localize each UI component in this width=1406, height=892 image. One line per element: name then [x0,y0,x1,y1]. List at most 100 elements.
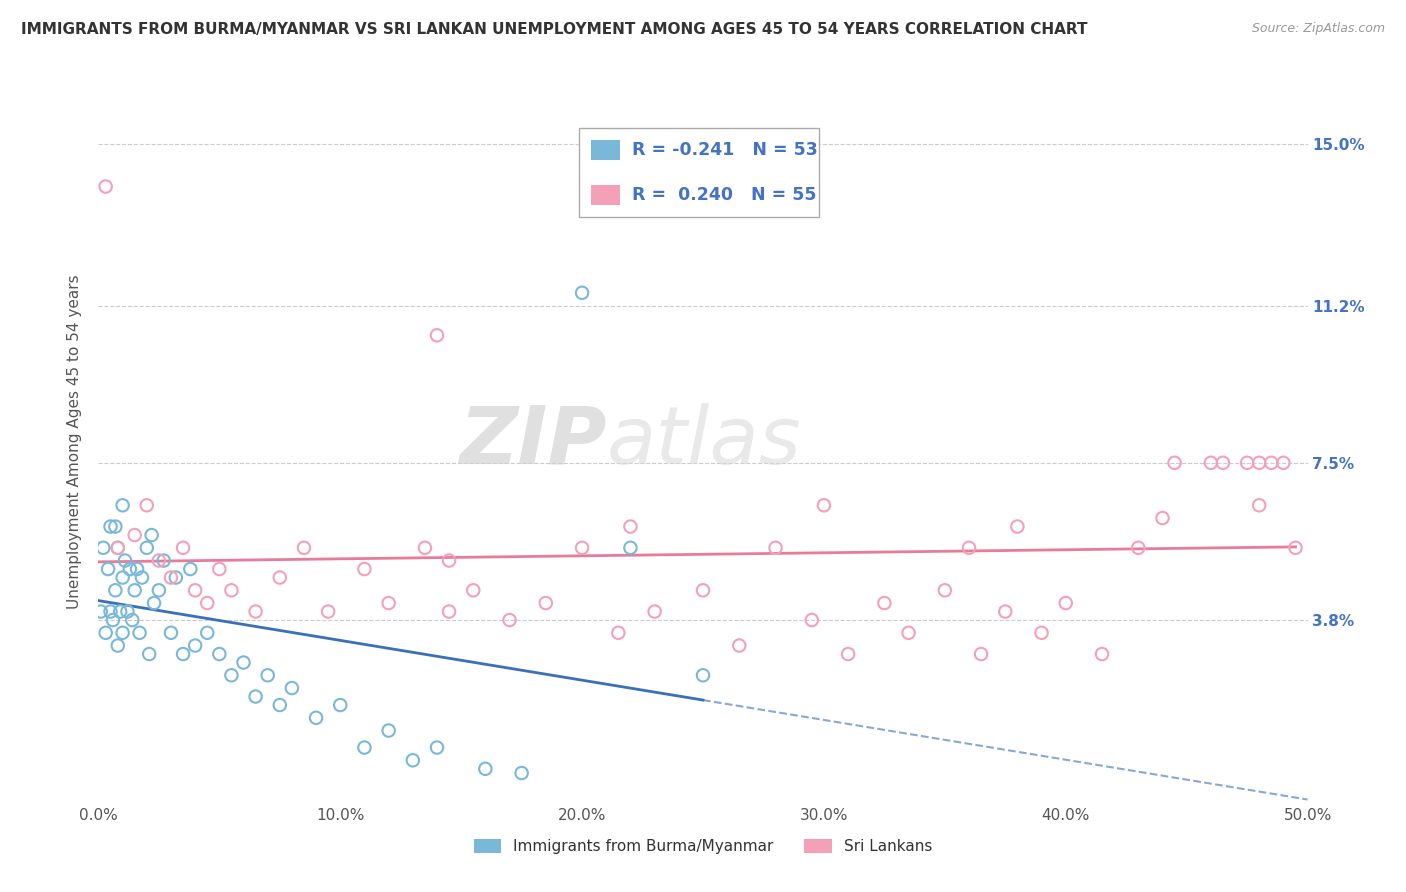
Text: ZIP: ZIP [458,402,606,481]
Point [281,681,304,695]
Point [114,553,136,567]
Point [135,541,157,555]
Point [1163,456,1185,470]
Text: atlas: atlas [606,402,801,481]
Point [221,668,243,682]
Point [571,285,593,300]
Point [1249,498,1271,512]
Point [221,583,243,598]
Point [90,605,112,619]
Point [143,596,166,610]
Point [292,541,315,555]
Point [1212,456,1234,470]
Point [329,698,352,712]
Point [897,625,920,640]
Point [101,613,124,627]
Point [873,596,896,610]
Point [94,625,117,640]
Point [510,766,533,780]
Point [245,605,267,619]
Text: R =  0.240   N = 55: R = 0.240 N = 55 [631,186,815,203]
Point [104,583,127,598]
Point [179,562,201,576]
Point [127,562,149,576]
Point [184,583,207,598]
Point [1091,647,1114,661]
Point [498,613,520,627]
Point [124,528,146,542]
Point [644,605,666,619]
Y-axis label: Unemployment Among Ages 45 to 54 years: Unemployment Among Ages 45 to 54 years [67,274,83,609]
Point [117,605,139,619]
Point [1236,456,1258,470]
Point [160,570,183,584]
Point [256,668,278,682]
Point [121,613,143,627]
Point [534,596,557,610]
Point [172,647,194,661]
Point [141,528,163,542]
Point [1054,596,1077,610]
Text: IMMIGRANTS FROM BURMA/MYANMAR VS SRI LANKAN UNEMPLOYMENT AMONG AGES 45 TO 54 YEA: IMMIGRANTS FROM BURMA/MYANMAR VS SRI LAN… [21,22,1088,37]
Point [692,668,714,682]
Point [97,562,120,576]
Point [1272,456,1295,470]
Point [305,711,328,725]
Point [107,541,129,555]
Point [111,625,134,640]
Text: R = -0.241   N = 53: R = -0.241 N = 53 [631,141,817,159]
Point [970,647,993,661]
Point [108,605,131,619]
Point [837,647,859,661]
Point [377,723,399,738]
Point [353,740,375,755]
Point [138,647,160,661]
Point [104,519,127,533]
Legend: Immigrants from Burma/Myanmar, Sri Lankans: Immigrants from Burma/Myanmar, Sri Lanka… [468,833,938,860]
Point [800,613,823,627]
Point [813,498,835,512]
Point [232,656,254,670]
Point [107,639,129,653]
Point [1260,456,1282,470]
Point [245,690,267,704]
Point [437,553,460,567]
Point [208,562,231,576]
Point [463,583,485,598]
Point [377,596,399,610]
Point [437,605,460,619]
Point [413,541,436,555]
Point [994,605,1017,619]
Point [195,625,218,640]
Point [111,570,134,584]
Point [165,570,187,584]
Text: Source: ZipAtlas.com: Source: ZipAtlas.com [1251,22,1385,36]
Point [172,541,194,555]
Point [1128,541,1150,555]
Point [152,553,174,567]
Point [94,179,117,194]
Point [402,753,425,767]
Point [1199,456,1222,470]
Point [195,596,218,610]
Point [1031,625,1053,640]
Point [131,570,153,584]
Point [100,519,122,533]
Point [111,498,134,512]
Point [118,562,141,576]
Point [957,541,980,555]
Point [1007,519,1029,533]
Point [426,740,449,755]
Point [148,553,170,567]
Point [91,541,114,555]
Point [135,498,157,512]
Point [269,698,291,712]
Point [1284,541,1306,555]
Point [353,562,375,576]
Point [607,625,630,640]
Point [934,583,956,598]
Point [100,605,122,619]
Point [765,541,787,555]
Point [124,583,146,598]
Point [269,570,291,584]
